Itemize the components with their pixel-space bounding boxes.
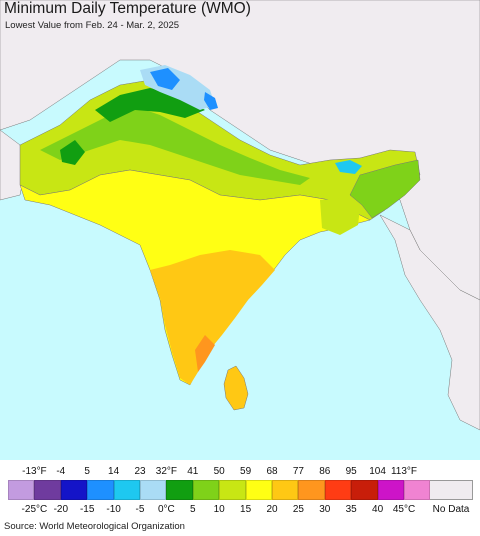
no-data-swatch bbox=[429, 480, 473, 500]
legend-tick-fahrenheit: -13°F bbox=[22, 466, 47, 477]
legend-swatch bbox=[219, 480, 246, 500]
legend-swatch bbox=[377, 480, 404, 500]
map-subtitle: Lowest Value from Feb. 24 - Mar. 2, 2025 bbox=[5, 20, 180, 31]
legend-tick-fahrenheit: 104 bbox=[369, 466, 386, 477]
map-title: Minimum Daily Temperature (WMO) bbox=[4, 0, 251, 17]
legend-tick-fahrenheit: -4 bbox=[56, 466, 66, 477]
legend-swatch bbox=[245, 480, 272, 500]
legend-swatch bbox=[113, 480, 140, 500]
legend-tick-celsius: 15 bbox=[240, 504, 252, 515]
temperature-map bbox=[0, 0, 480, 460]
legend-tick-celsius: -20 bbox=[53, 504, 69, 515]
legend-tick-fahrenheit: 113°F bbox=[390, 466, 418, 477]
temp-cold-nepal bbox=[335, 160, 362, 174]
legend-swatch bbox=[34, 480, 61, 500]
legend-tick-fahrenheit: 14 bbox=[108, 466, 120, 477]
legend-swatch bbox=[166, 480, 193, 500]
legend-swatch bbox=[272, 480, 299, 500]
legend-tick-fahrenheit: 41 bbox=[187, 466, 199, 477]
legend-swatch bbox=[298, 480, 325, 500]
source-credit: Source: World Meteorological Organizatio… bbox=[4, 521, 185, 532]
legend-swatch bbox=[324, 480, 352, 500]
temp-northeast bbox=[349, 159, 421, 219]
legend-tick-fahrenheit: 77 bbox=[292, 466, 304, 477]
legend-tick-fahrenheit: 59 bbox=[240, 466, 252, 477]
temp-cold-deep bbox=[150, 68, 180, 90]
legend-swatch bbox=[8, 480, 35, 500]
legend-tick-celsius: -10 bbox=[106, 504, 121, 515]
legend-tick-celsius: 0°C bbox=[157, 504, 175, 515]
legend-tick-celsius: 25 bbox=[292, 504, 304, 515]
legend-tick-fahrenheit: 23 bbox=[134, 466, 146, 477]
legend-tick-fahrenheit: 86 bbox=[319, 466, 331, 477]
legend-tick-fahrenheit: 68 bbox=[266, 466, 278, 477]
legend-tick-celsius: -15 bbox=[79, 504, 95, 515]
legend-swatch bbox=[192, 480, 220, 500]
legend-swatch bbox=[87, 480, 114, 500]
legend-tick-celsius: 30 bbox=[319, 504, 331, 515]
legend-tick-celsius: -25°C bbox=[21, 504, 48, 515]
legend-swatch bbox=[404, 480, 431, 500]
legend-tick-fahrenheit: 50 bbox=[213, 466, 225, 477]
legend-tick-celsius: 45°C bbox=[392, 504, 416, 515]
legend-tick-fahrenheit: 32°F bbox=[155, 466, 178, 477]
temp-30-band bbox=[195, 335, 215, 372]
no-data-label: No Data bbox=[432, 504, 470, 515]
legend-swatch bbox=[351, 480, 378, 500]
legend-tick-celsius: 40 bbox=[372, 504, 384, 515]
legend-tick-fahrenheit: 95 bbox=[345, 466, 357, 477]
no-data-land-east bbox=[379, 214, 480, 431]
legend-tick-fahrenheit: 5 bbox=[84, 466, 90, 477]
legend-tick-celsius: 20 bbox=[266, 504, 278, 515]
temp-bangladesh bbox=[320, 198, 360, 235]
temp-25-band bbox=[150, 250, 275, 385]
legend-tick-celsius: -5 bbox=[135, 504, 145, 515]
legend-tick-celsius: 10 bbox=[213, 504, 225, 515]
temp-10-band bbox=[40, 105, 310, 185]
legend-tick-celsius: 5 bbox=[190, 504, 196, 515]
temp-5-green-west bbox=[60, 140, 85, 165]
legend-swatch bbox=[60, 480, 88, 500]
temp-cold-east bbox=[204, 92, 218, 110]
legend-tick-celsius: 35 bbox=[345, 504, 357, 515]
legend-swatch bbox=[140, 480, 167, 500]
sri-lanka bbox=[223, 365, 249, 411]
